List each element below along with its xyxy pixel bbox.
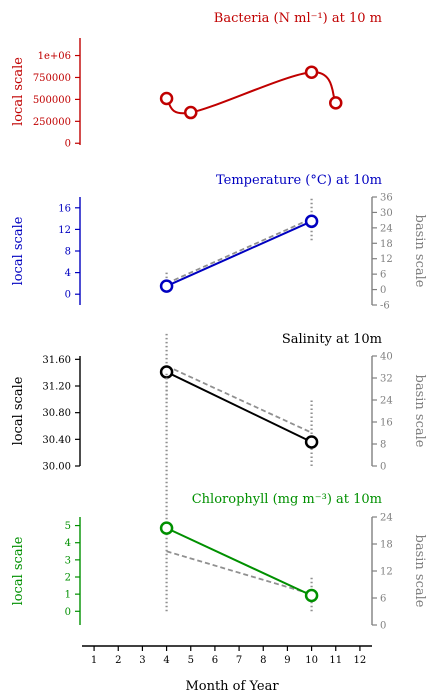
y-tick-label: 30.80 xyxy=(42,408,71,419)
y-tick-label: 5 xyxy=(65,521,71,532)
y-tick-label: 0 xyxy=(65,290,71,301)
panel-title: Salinity at 10m xyxy=(282,332,382,347)
y2-tick-label: 0 xyxy=(380,621,386,632)
y2-axis-label: basin scale xyxy=(412,535,427,608)
panel-title: Bacteria (N ml⁻¹) at 10 m xyxy=(214,11,382,26)
x-tick-label: 9 xyxy=(284,655,290,666)
data-point xyxy=(304,214,319,229)
x-tick-label: 7 xyxy=(236,655,242,666)
y-tick-label: 750000 xyxy=(33,73,71,84)
y2-tick-label: 12 xyxy=(380,254,393,265)
x-tick-label: 8 xyxy=(260,655,266,666)
x-tick-label: 11 xyxy=(329,655,342,666)
series-line xyxy=(166,527,313,597)
y-tick-label: 16 xyxy=(58,203,71,214)
y-tick-label: 4 xyxy=(65,268,71,279)
y2-tick-label: 40 xyxy=(380,352,393,363)
y-tick-label: 1 xyxy=(65,590,71,601)
y-tick-label: 4 xyxy=(65,538,71,549)
y2-tick-label: 30 xyxy=(380,208,393,219)
panel-3: Salinity at 10m 31.60 31.20 30.80 30.40 30.00… xyxy=(11,332,427,473)
x-tick-label: 6 xyxy=(212,655,218,666)
data-point xyxy=(159,365,174,379)
y-tick-label: 31.20 xyxy=(42,382,71,393)
y-tick-label: 31.60 xyxy=(42,355,71,366)
data-point xyxy=(304,65,319,79)
y2-tick-label: 0 xyxy=(380,462,386,473)
series-line xyxy=(166,220,312,288)
y2-axis-label: basin scale xyxy=(412,215,427,288)
panel-2: Temperature (°C) at 10m 16 12 8 4 0 local scal… xyxy=(11,173,427,312)
y-tick-label: 500000 xyxy=(33,95,71,106)
panel-title: Temperature (°C) at 10m xyxy=(216,173,382,188)
x-tick-label: 2 xyxy=(115,655,121,666)
y-tick-label: 1e+06 xyxy=(38,51,71,62)
y2-tick-label: 18 xyxy=(380,239,393,250)
y2-tick-label: 6 xyxy=(380,594,386,605)
x-tick-label: 10 xyxy=(305,655,318,666)
y-tick-label: 12 xyxy=(58,225,71,236)
basin-series-line xyxy=(166,217,312,285)
series-line xyxy=(166,371,313,443)
basin-series-line xyxy=(166,365,312,434)
y-tick-label: 2 xyxy=(65,573,71,584)
y2-tick-label: 0 xyxy=(380,285,386,296)
y-tick-label: 0 xyxy=(65,139,71,150)
data-point xyxy=(159,521,174,535)
x-tick-label: 5 xyxy=(188,655,194,666)
panel-1: Bacteria (N ml⁻¹) at 10 m 1e+06 750000 5000… xyxy=(11,11,382,150)
y2-tick-label: 36 xyxy=(380,193,393,204)
y-axis-label: local scale xyxy=(11,536,26,605)
panel-title: Chlorophyll (mg m⁻³) at 10m xyxy=(192,492,382,507)
y2-axis-label: basin scale xyxy=(412,375,427,448)
y-axis-label: local scale xyxy=(11,376,26,445)
y2-tick-label: 24 xyxy=(380,513,393,524)
data-point xyxy=(159,91,174,106)
y-tick-label: 3 xyxy=(65,555,71,566)
y-tick-label: 30.00 xyxy=(42,462,71,473)
x-tick-label: 1 xyxy=(91,655,97,666)
y-axis-label: local scale xyxy=(11,216,26,285)
y2-tick-label: 24 xyxy=(380,396,393,407)
y2-tick-label: 32 xyxy=(380,374,393,385)
data-point xyxy=(304,588,319,603)
x-tick-label: 3 xyxy=(139,655,145,666)
x-tick-label: 12 xyxy=(354,655,367,666)
y2-tick-label: 24 xyxy=(380,223,393,234)
y-tick-label: 0 xyxy=(65,607,71,618)
y2-tick-label: 8 xyxy=(380,440,386,451)
x-axis: 1 2 3 4 5 6 7 8 9 10 11 12 xyxy=(82,645,372,666)
x-tick-label: 4 xyxy=(163,655,169,666)
data-point xyxy=(329,96,343,110)
y-tick-label: 30.40 xyxy=(42,435,71,446)
y2-tick-label: 12 xyxy=(380,567,393,578)
data-point xyxy=(304,435,319,449)
x-axis-label: Month of Year xyxy=(185,679,279,694)
y2-tick-label: -6 xyxy=(380,301,390,312)
y-axis-label: local scale xyxy=(11,57,26,126)
data-point xyxy=(159,279,174,293)
data-point xyxy=(184,105,198,120)
basin-series-line xyxy=(166,550,312,596)
y-tick-label: 8 xyxy=(65,247,71,258)
y2-tick-label: 6 xyxy=(380,270,386,281)
series-line xyxy=(165,71,337,115)
y2-tick-label: 18 xyxy=(380,540,393,551)
y-tick-label: 250000 xyxy=(33,117,71,128)
y2-tick-label: 16 xyxy=(380,418,393,429)
